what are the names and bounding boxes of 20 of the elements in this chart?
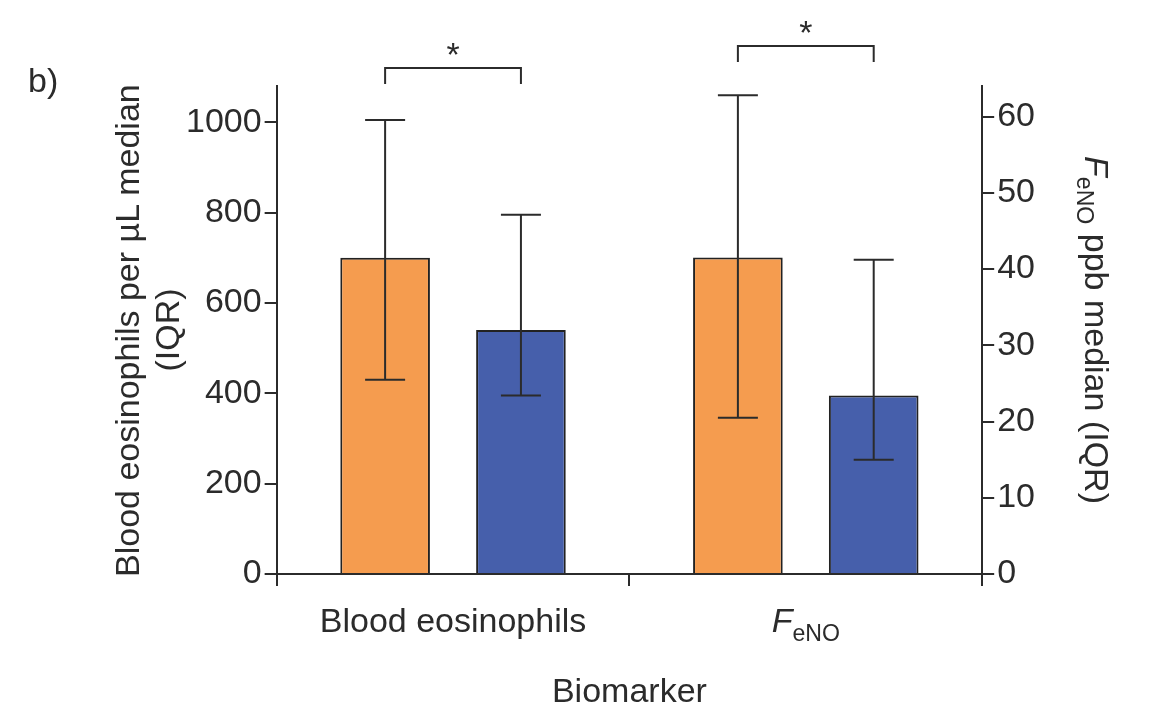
text: b) <box>28 61 59 100</box>
x-tick-label: Blood eosinophils <box>319 601 587 639</box>
y2-tick-label: 0 <box>997 552 1017 591</box>
y-tick-label: 600 <box>204 281 262 320</box>
y2-tick-label: 30 <box>997 323 1036 362</box>
y2-tick-label: 40 <box>997 247 1036 286</box>
y2-tick-label: 10 <box>997 476 1036 515</box>
y2-tick-label: 20 <box>997 399 1036 438</box>
y2-tick-label: 50 <box>997 171 1036 210</box>
y2-tick-label: 60 <box>997 94 1036 133</box>
x-axis-title: Biomarker <box>551 671 707 709</box>
text: * <box>446 35 460 73</box>
y2-axis-title: FeNO ppb median (IQR) <box>1071 156 1117 504</box>
y-tick-label: 400 <box>204 371 262 410</box>
y-tick-label: 0 <box>242 552 262 591</box>
text: * <box>799 13 813 51</box>
y-tick-label: 800 <box>204 190 262 229</box>
y-tick-label: 200 <box>204 462 262 500</box>
y-tick-label: 1000 <box>186 100 262 139</box>
y-axis-title: Blood eosinophils per µL median (IQR) <box>107 84 186 578</box>
